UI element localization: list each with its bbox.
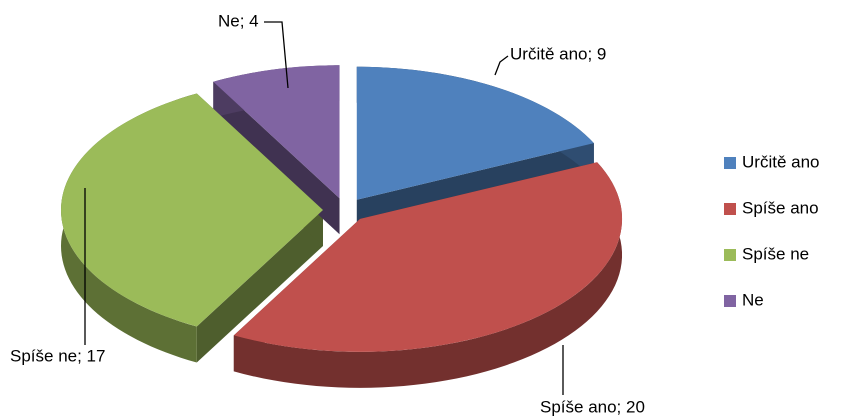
slice-edge [196, 210, 323, 363]
legend-swatch [724, 157, 736, 169]
data-label: Ne; 4 [218, 11, 259, 30]
data-label: Určitě ano; 9 [510, 44, 606, 63]
legend-label: Spíše ano [742, 198, 819, 217]
legend-swatch [724, 249, 736, 261]
slice [356, 66, 594, 200]
leader-line [264, 21, 289, 89]
slice-side [233, 162, 623, 388]
legend-label: Spíše ne [742, 244, 809, 263]
data-label: Spíše ne; 17 [10, 346, 105, 365]
slice [213, 65, 340, 199]
legend-swatch [724, 295, 736, 307]
data-label: Spíše ano; 20 [540, 397, 645, 416]
legend-label: Určitě ano [742, 152, 819, 171]
leader-line [494, 55, 509, 76]
legend-swatch [724, 203, 736, 215]
legend-label: Ne [742, 290, 764, 309]
slice [61, 93, 324, 327]
slice [233, 162, 623, 352]
